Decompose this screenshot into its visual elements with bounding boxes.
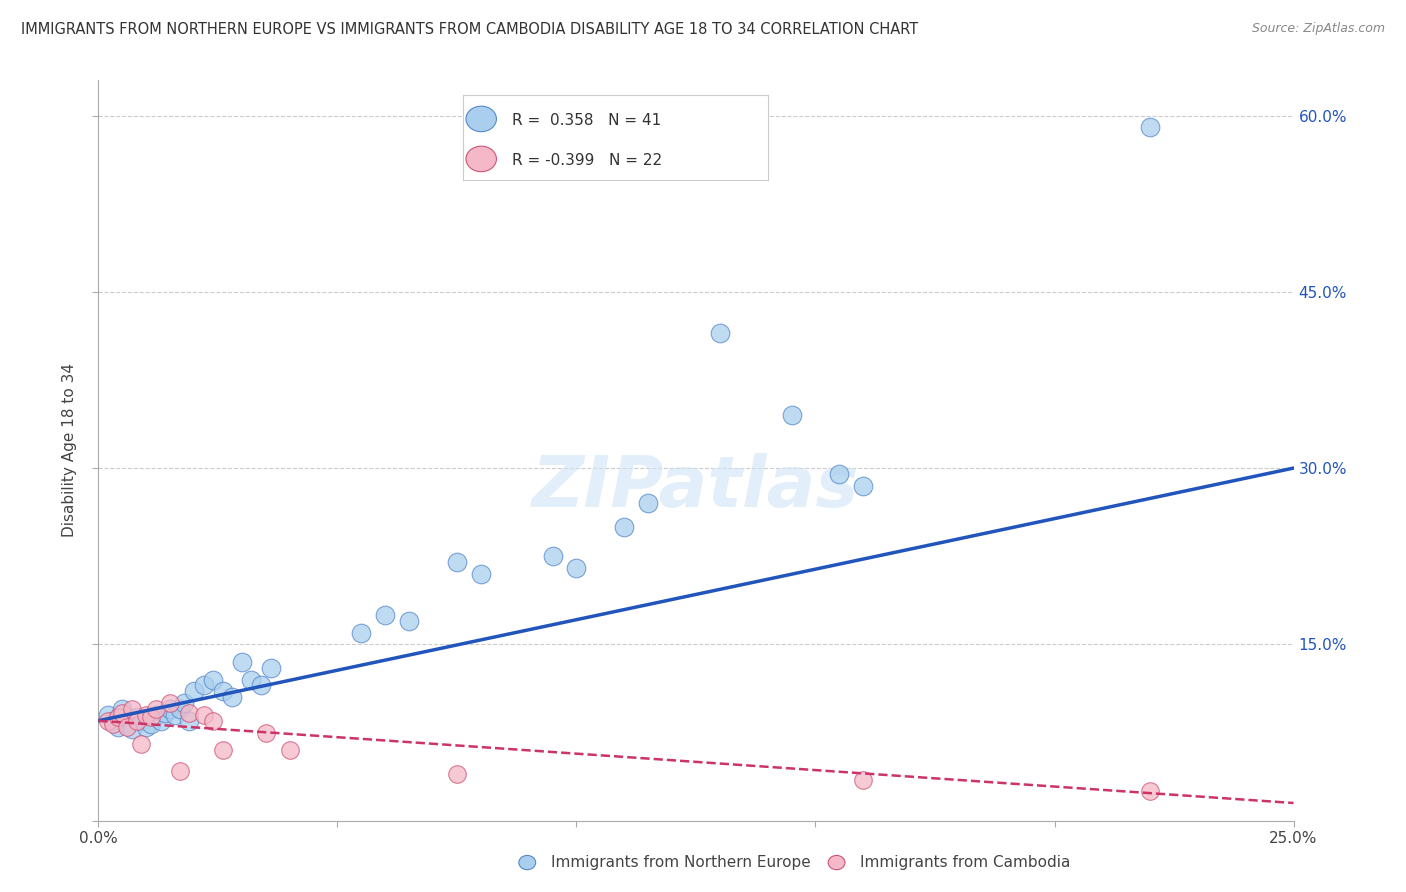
- Point: [183, 684, 205, 698]
- Point: [135, 707, 157, 722]
- Point: [221, 690, 243, 705]
- Point: [111, 702, 134, 716]
- Point: [131, 737, 153, 751]
- Point: [211, 684, 233, 698]
- Point: [1139, 120, 1161, 135]
- Point: [231, 655, 253, 669]
- Point: [179, 714, 201, 728]
- Point: [121, 702, 143, 716]
- Point: [115, 717, 138, 731]
- Point: [193, 678, 215, 692]
- Point: [107, 710, 129, 724]
- Point: [350, 625, 373, 640]
- Point: [179, 706, 201, 720]
- Point: [145, 707, 167, 722]
- Point: [780, 408, 803, 422]
- Text: Immigrants from Cambodia: Immigrants from Cambodia: [860, 855, 1071, 870]
- Point: [254, 725, 277, 739]
- Point: [139, 710, 162, 724]
- Point: [159, 702, 181, 716]
- Point: [101, 714, 124, 728]
- Text: ZIPatlas: ZIPatlas: [533, 453, 859, 522]
- Y-axis label: Disability Age 18 to 34: Disability Age 18 to 34: [62, 363, 77, 538]
- Point: [169, 764, 191, 779]
- Point: [446, 766, 468, 780]
- Point: [135, 720, 157, 734]
- Point: [145, 702, 167, 716]
- Point: [1139, 784, 1161, 798]
- Text: Source: ZipAtlas.com: Source: ZipAtlas.com: [1251, 22, 1385, 36]
- Point: [115, 720, 138, 734]
- Point: [278, 743, 301, 757]
- Point: [139, 717, 162, 731]
- Point: [193, 707, 215, 722]
- Point: [613, 520, 636, 534]
- Point: [97, 714, 120, 728]
- Point: [125, 710, 148, 724]
- Text: IMMIGRANTS FROM NORTHERN EUROPE VS IMMIGRANTS FROM CAMBODIA DISABILITY AGE 18 TO: IMMIGRANTS FROM NORTHERN EUROPE VS IMMIG…: [21, 22, 918, 37]
- Point: [97, 707, 120, 722]
- Point: [163, 707, 186, 722]
- Point: [121, 722, 143, 736]
- Point: [169, 702, 191, 716]
- Point: [446, 555, 468, 569]
- Point: [259, 661, 281, 675]
- Text: Immigrants from Northern Europe: Immigrants from Northern Europe: [551, 855, 811, 870]
- Point: [250, 678, 273, 692]
- Point: [111, 706, 134, 720]
- Point: [374, 607, 396, 622]
- Point: [211, 743, 233, 757]
- Point: [541, 549, 564, 564]
- Point: [470, 566, 492, 581]
- Point: [107, 720, 129, 734]
- Point: [637, 496, 659, 510]
- Point: [125, 714, 148, 728]
- Point: [173, 696, 195, 710]
- Point: [155, 706, 177, 720]
- Point: [565, 561, 588, 575]
- Point: [202, 673, 225, 687]
- Point: [852, 479, 875, 493]
- Point: [159, 696, 181, 710]
- Point: [101, 717, 124, 731]
- Point: [398, 614, 420, 628]
- Point: [828, 467, 851, 481]
- Point: [149, 714, 172, 728]
- Point: [709, 326, 731, 340]
- Point: [852, 772, 875, 787]
- Point: [202, 714, 225, 728]
- Point: [131, 714, 153, 728]
- Point: [240, 673, 263, 687]
